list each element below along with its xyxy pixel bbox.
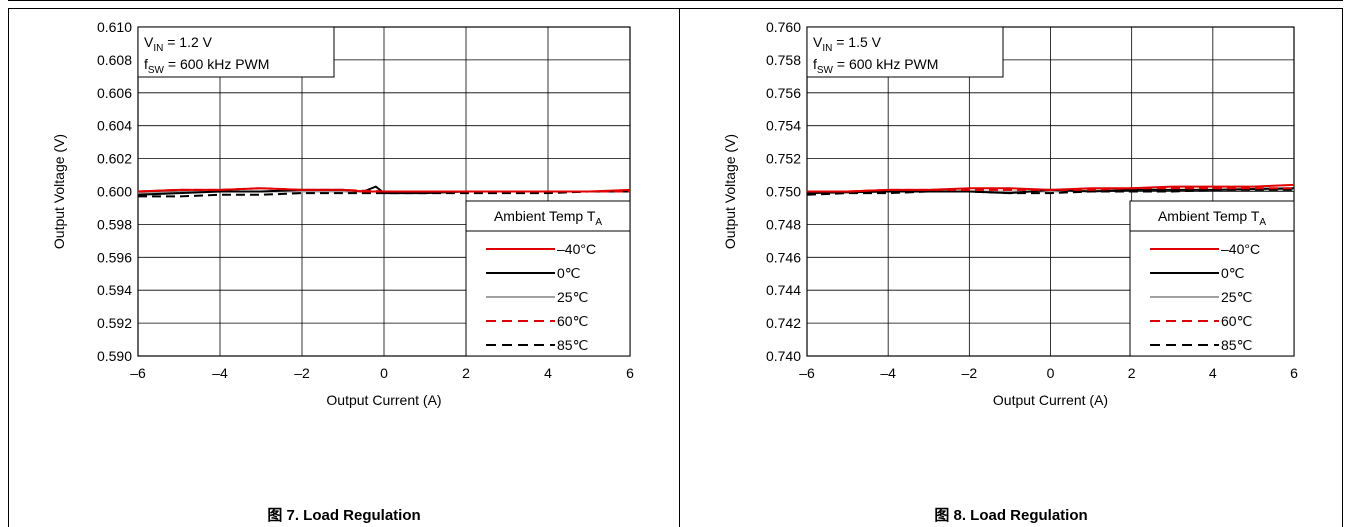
legend-label: 60℃ [1221, 313, 1252, 329]
conditions-box [137, 26, 335, 78]
y-tick-label: 0.606 [97, 85, 132, 101]
y-tick-label: 0.598 [97, 216, 132, 232]
caption-prefix: 图 [267, 507, 283, 524]
x-tick-label: 2 [462, 365, 470, 381]
figure-panel-8: –6 –4 –2 0 2 4 6 0.740 0.742 0.744 0.746 0.748 0.750… [679, 8, 1343, 527]
y-tick-label: 0.746 [766, 249, 801, 265]
legend-label: –40°C [557, 241, 596, 257]
y-tick-label: 0.608 [97, 52, 132, 68]
y-tick-label: 0.600 [97, 184, 132, 200]
legend-label: 0℃ [557, 265, 581, 281]
y-axis-label: Output Voltage (V) [722, 134, 738, 249]
series-line [806, 188, 1294, 196]
figure-caption-8: 图 8. Load Regulation [680, 504, 1342, 525]
y-tick-label: 0.748 [766, 216, 801, 232]
legend-label: 85℃ [557, 337, 588, 353]
legend-title: Ambient Temp TA [1158, 208, 1266, 228]
condition-vin: VIN = 1.2 V [144, 34, 213, 54]
x-tick-label: 6 [1290, 365, 1298, 381]
y-tick-label: 0.754 [766, 118, 801, 134]
legend-label: 60℃ [557, 313, 588, 329]
y-tick-label: 0.752 [766, 151, 801, 167]
x-tick-label: 6 [626, 365, 634, 381]
y-tick-label: 0.742 [766, 315, 801, 331]
y-tick-label: 0.592 [97, 315, 132, 331]
series-line [807, 183, 1295, 193]
y-tick-label: 0.750 [766, 184, 801, 200]
y-tick-label: 0.590 [97, 348, 132, 364]
x-tick-label: –6 [799, 365, 815, 381]
y-tick-label: 0.758 [766, 52, 801, 68]
legend-label: 25℃ [1221, 289, 1252, 305]
x-tick-label: –6 [130, 365, 146, 381]
series-line [137, 187, 631, 193]
condition-fsw: fSW = 600 kHz PWM [813, 56, 938, 76]
y-tick-label: 0.596 [97, 249, 132, 265]
condition-vin: VIN = 1.5 V [813, 34, 882, 54]
x-tick-label: 2 [1128, 365, 1136, 381]
y-axis-label: Output Voltage (V) [51, 134, 67, 249]
x-tick-label: 0 [1047, 365, 1055, 381]
y-tick-label: 0.594 [97, 282, 132, 298]
y-tick-label: 0.604 [97, 118, 132, 134]
top-border [8, 0, 1343, 1]
legend-label: 25℃ [557, 289, 588, 305]
conditions-box [806, 26, 1004, 78]
figure-caption-7: 图 7. Load Regulation [9, 504, 679, 525]
x-tick-label: –2 [962, 365, 978, 381]
x-tick-label: 0 [380, 365, 388, 381]
x-tick-label: 4 [544, 365, 552, 381]
load-regulation-chart-2: –6 –4 –2 0 2 4 6 0.740 0.742 0.744 0.746 0.748 0.750… [722, 19, 1298, 408]
y-tick-label: 0.760 [766, 19, 801, 35]
y-tick-label: 0.610 [97, 19, 132, 35]
figure-panel-7: –6 –4 –2 0 2 4 6 0.590 0.592 0.594 0.596 0.598 0.600… [8, 8, 679, 527]
x-tick-label: –4 [880, 365, 896, 381]
x-axis-label: Output Current (A) [993, 392, 1108, 408]
x-tick-label: –2 [294, 365, 310, 381]
caption-prefix: 图 [934, 507, 950, 524]
legend-label: 0℃ [1221, 265, 1245, 281]
load-regulation-chart-1: –6 –4 –2 0 2 4 6 0.590 0.592 0.594 0.596 0.598 0.600… [51, 19, 634, 408]
y-tick-label: 0.744 [766, 282, 801, 298]
legend-box [465, 200, 631, 357]
y-tick-label: 0.756 [766, 85, 801, 101]
caption-text: 8. Load Regulation [953, 507, 1088, 524]
y-tick-label: 0.602 [97, 151, 132, 167]
y-tick-label: 0.740 [766, 348, 801, 364]
condition-fsw: fSW = 600 kHz PWM [144, 56, 269, 76]
x-axis-label: Output Current (A) [326, 392, 441, 408]
legend-title: Ambient Temp TA [494, 208, 602, 228]
x-tick-label: –4 [212, 365, 228, 381]
x-tick-label: 4 [1209, 365, 1217, 381]
legend-label: –40°C [1221, 241, 1260, 257]
caption-text: 7. Load Regulation [286, 507, 421, 524]
legend-box [1129, 200, 1295, 357]
legend-label: 85℃ [1221, 337, 1252, 353]
